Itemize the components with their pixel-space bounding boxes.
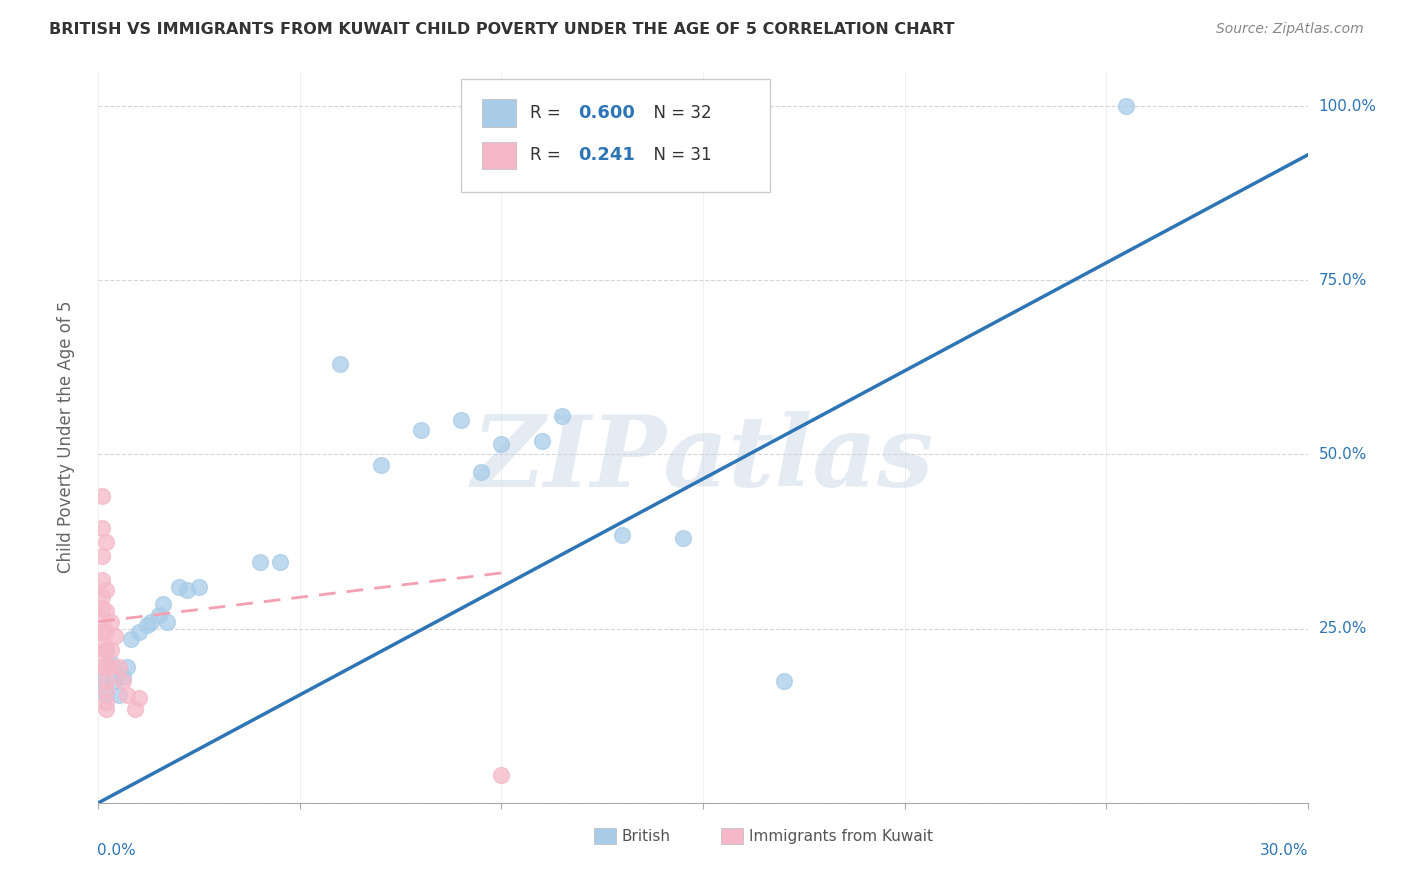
Point [91,549,114,563]
Text: Source: ZipAtlas.com: Source: ZipAtlas.com [1216,22,1364,37]
Text: 100.0%: 100.0% [1319,99,1376,113]
Text: N = 32: N = 32 [643,104,711,122]
Point [96,625,118,640]
Point [128,691,150,706]
Text: R =: R = [530,104,567,122]
Point [156,615,179,629]
Point [249,556,271,570]
Point [91,591,114,605]
Point [612,527,634,541]
Point [167,580,190,594]
Point [115,688,138,702]
Point [91,625,114,640]
FancyBboxPatch shape [461,78,769,192]
FancyBboxPatch shape [482,99,516,127]
Text: 50.0%: 50.0% [1319,447,1367,462]
Text: 25.0%: 25.0% [1319,621,1367,636]
Point [91,573,114,587]
Text: 0.600: 0.600 [578,104,636,122]
Point [107,688,129,702]
Point [100,615,122,629]
Point [103,629,125,643]
Text: R =: R = [530,146,567,164]
Point [329,357,352,371]
Point [96,583,118,598]
Y-axis label: Child Poverty Under the Age of 5: Child Poverty Under the Age of 5 [56,301,75,574]
Point [91,489,114,503]
Point [269,556,291,570]
Point [530,434,553,448]
Point [409,423,432,437]
Text: Immigrants from Kuwait: Immigrants from Kuwait [749,829,934,844]
Point [370,458,392,472]
Point [100,660,122,674]
Point [491,437,513,451]
Text: 0.0%: 0.0% [97,843,136,858]
Point [120,632,142,646]
Text: British: British [621,829,671,844]
Point [96,604,118,618]
Point [672,531,695,545]
Point [111,673,134,688]
Point [450,412,472,426]
Point [91,660,114,674]
Point [152,597,174,611]
Point [111,670,134,684]
Point [772,673,794,688]
Point [188,580,211,594]
Point [96,673,118,688]
FancyBboxPatch shape [482,142,516,169]
Point [96,695,118,709]
Text: BRITISH VS IMMIGRANTS FROM KUWAIT CHILD POVERTY UNDER THE AGE OF 5 CORRELATION C: BRITISH VS IMMIGRANTS FROM KUWAIT CHILD … [49,22,955,37]
Text: ZIPatlas: ZIPatlas [472,411,934,508]
Text: 0.241: 0.241 [578,146,636,164]
Point [107,660,129,674]
Point [96,534,118,549]
Point [96,660,118,674]
Point [91,600,114,615]
Point [1115,99,1137,113]
Point [91,673,114,688]
Point [91,646,114,660]
Point [128,625,150,640]
Point [96,642,118,657]
Point [91,615,114,629]
Point [103,673,125,688]
Point [96,702,118,716]
Point [96,688,118,702]
FancyBboxPatch shape [595,829,616,845]
Point [96,684,118,698]
Point [91,521,114,535]
Point [135,618,157,632]
Point [148,607,170,622]
Point [96,642,118,657]
Point [176,583,198,598]
Point [100,657,122,671]
Point [115,660,138,674]
FancyBboxPatch shape [721,829,742,845]
Point [100,642,122,657]
Point [491,768,513,782]
Point [139,615,162,629]
Point [470,465,492,479]
Point [91,635,114,649]
Point [551,409,574,424]
Text: 75.0%: 75.0% [1319,273,1367,288]
Point [124,702,146,716]
Text: 30.0%: 30.0% [1260,843,1309,858]
Text: N = 31: N = 31 [643,146,711,164]
